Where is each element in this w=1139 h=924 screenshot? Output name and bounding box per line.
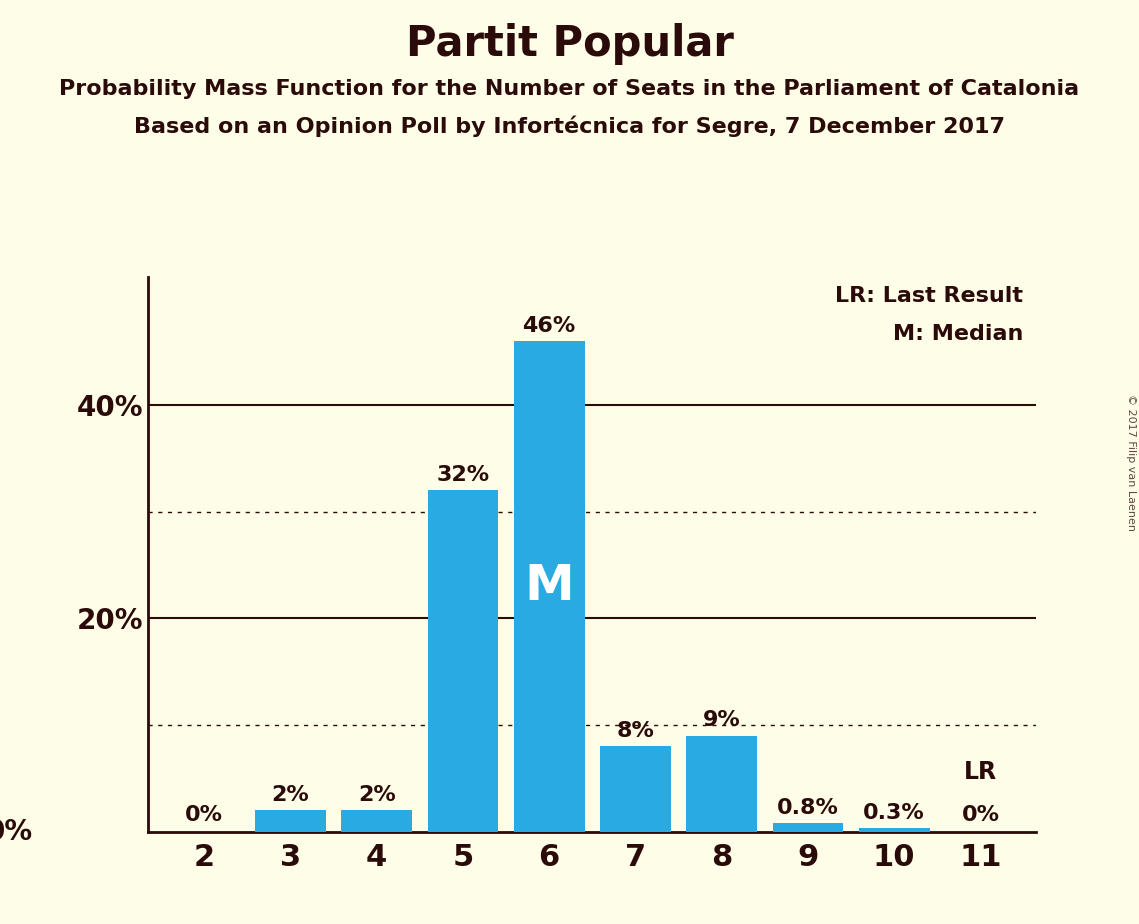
Bar (255, 810, 326, 832)
Bar (514, 341, 584, 832)
Bar (427, 491, 498, 832)
Text: LR: LR (964, 760, 997, 784)
Text: 2%: 2% (358, 785, 395, 805)
Text: M: Median: M: Median (893, 324, 1023, 345)
Bar (772, 823, 843, 832)
Text: 0%: 0% (0, 818, 33, 845)
Text: 32%: 32% (436, 465, 490, 485)
Text: 9%: 9% (703, 711, 740, 730)
Text: Based on an Opinion Poll by Infortécnica for Segre, 7 December 2017: Based on an Opinion Poll by Infortécnica… (134, 116, 1005, 137)
Text: LR: Last Result: LR: Last Result (835, 286, 1023, 306)
Text: 46%: 46% (523, 316, 576, 335)
Bar (342, 810, 412, 832)
Text: Partit Popular: Partit Popular (405, 23, 734, 65)
Text: 0.3%: 0.3% (863, 803, 925, 823)
Bar (600, 747, 671, 832)
Bar (687, 736, 757, 832)
Text: 0%: 0% (961, 805, 999, 825)
Text: M: M (524, 563, 574, 611)
Text: 2%: 2% (271, 785, 310, 805)
Bar (859, 829, 929, 832)
Text: 0.8%: 0.8% (777, 797, 838, 818)
Text: © 2017 Filip van Laenen: © 2017 Filip van Laenen (1126, 394, 1136, 530)
Text: 0%: 0% (186, 805, 223, 825)
Text: 8%: 8% (616, 721, 654, 741)
Text: Probability Mass Function for the Number of Seats in the Parliament of Catalonia: Probability Mass Function for the Number… (59, 79, 1080, 99)
